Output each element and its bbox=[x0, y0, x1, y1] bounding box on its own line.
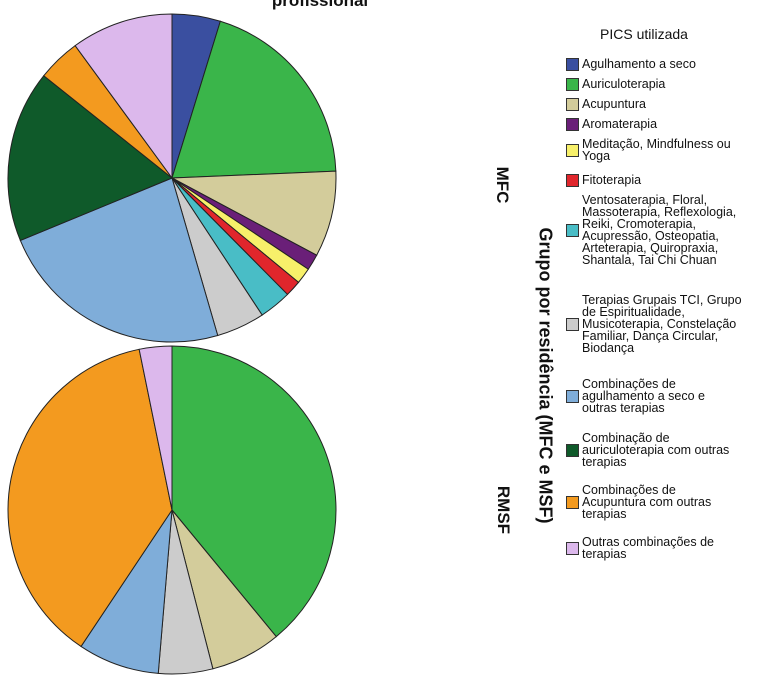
legend-item-agulhamento-a-seco: Agulhamento a seco bbox=[566, 58, 696, 71]
pie-slice-rmsf-auriculoterapia bbox=[171, 345, 337, 638]
legend-label-ventosaterapia-floral-massoterapia-refle: Ventosaterapia, Floral, Massoterapia, Re… bbox=[582, 193, 737, 267]
legend-title: PICS utilizada bbox=[600, 26, 688, 42]
legend-label-auriculoterapia: Auriculoterapia bbox=[582, 77, 666, 91]
legend-label-aromaterapia: Aromaterapia bbox=[582, 117, 658, 131]
legend-swatch-meditacao-mindfulness-ou-yoga bbox=[566, 144, 579, 157]
legend: Agulhamento a seco Auriculoterapia Acupunt… bbox=[566, 0, 772, 676]
pie-slice-mfc-outras-combinacoes-de-terapias bbox=[74, 13, 173, 180]
legend-swatch-outras-combinacoes-de-terapias bbox=[566, 542, 579, 555]
pie-slice-mfc-acupuntura bbox=[170, 170, 337, 256]
facet-axis-label: Grupo por residência (MFC e MSF) bbox=[535, 227, 556, 524]
facet-label-rmsf: RMSF bbox=[494, 485, 513, 535]
legend-item-auriculoterapia: Auriculoterapia bbox=[566, 78, 665, 91]
legend-swatch-combinacoes-de-acupuntura-com-outras-ter bbox=[566, 496, 579, 509]
legend-swatch-auriculoterapia bbox=[566, 78, 579, 91]
legend-label-combinacoes-de-acupuntura-com-outras-ter: Combinações de Acupuntura com outras ter… bbox=[582, 483, 712, 521]
legend-item-combinacoes-de-agulhamento-a-seco-e-outr: Combinações de agulhamento a seco e outr… bbox=[566, 378, 705, 414]
legend-label-acupuntura: Acupuntura bbox=[582, 97, 646, 111]
legend-label-outras-combinacoes-de-terapias: Outras combinações de terapias bbox=[582, 535, 715, 561]
legend-label-combinacoes-de-agulhamento-a-seco-e-outr: Combinações de agulhamento a seco e outr… bbox=[582, 377, 706, 415]
pie-slice-rmsf-combinacoes-de-acupuntura-com-outras-ter bbox=[7, 348, 173, 648]
legend-item-terapias-grupais-tci-grupo-de-espiritual: Terapias Grupais TCI, Grupo de Espiritua… bbox=[566, 294, 742, 354]
legend-item-ventosaterapia-floral-massoterapia-refle: Ventosaterapia, Floral, Massoterapia, Re… bbox=[566, 194, 736, 266]
legend-swatch-terapias-grupais-tci-grupo-de-espiritual bbox=[566, 318, 579, 331]
legend-item-acupuntura: Acupuntura bbox=[566, 98, 646, 111]
legend-label-agulhamento-a-seco: Agulhamento a seco bbox=[582, 57, 696, 71]
pie-slice-mfc-combinacao-de-auriculoterapia-com-outras bbox=[7, 75, 173, 242]
legend-label-terapias-grupais-tci-grupo-de-espiritual: Terapias Grupais TCI, Grupo de Espiritua… bbox=[582, 293, 742, 355]
facet-label-mfc: MFC bbox=[493, 166, 512, 204]
legend-item-outras-combinacoes-de-terapias: Outras combinações de terapias bbox=[566, 536, 714, 560]
legend-item-aromaterapia: Aromaterapia bbox=[566, 118, 657, 131]
legend-label-combinacao-de-auriculoterapia-com-outras: Combinação de auriculoterapia com outras… bbox=[582, 431, 730, 469]
legend-swatch-fitoterapia bbox=[566, 174, 579, 187]
legend-item-combinacao-de-auriculoterapia-com-outras: Combinação de auriculoterapia com outras… bbox=[566, 432, 729, 468]
chart-title: profissional bbox=[271, 0, 369, 10]
legend-swatch-agulhamento-a-seco bbox=[566, 58, 579, 71]
pie-slice-mfc-combinacoes-de-agulhamento-a-seco-e-outr bbox=[19, 177, 219, 343]
legend-label-fitoterapia: Fitoterapia bbox=[582, 173, 642, 187]
legend-swatch-acupuntura bbox=[566, 98, 579, 111]
legend-label-meditacao-mindfulness-ou-yoga: Meditação, Mindfulness ou Yoga bbox=[582, 137, 731, 163]
pie-slice-mfc-auriculoterapia bbox=[171, 20, 337, 179]
legend-item-combinacoes-de-acupuntura-com-outras-ter: Combinações de Acupuntura com outras ter… bbox=[566, 484, 711, 520]
legend-swatch-aromaterapia bbox=[566, 118, 579, 131]
legend-item-fitoterapia: Fitoterapia bbox=[566, 174, 641, 187]
legend-swatch-combinacao-de-auriculoterapia-com-outras bbox=[566, 444, 579, 457]
legend-swatch-ventosaterapia-floral-massoterapia-refle bbox=[566, 224, 579, 237]
legend-swatch-combinacoes-de-agulhamento-a-seco-e-outr bbox=[566, 390, 579, 403]
legend-item-meditacao-mindfulness-ou-yoga: Meditação, Mindfulness ou Yoga bbox=[566, 138, 731, 162]
pie-slice-rmsf-outras-combinacoes-de-terapias bbox=[138, 345, 173, 511]
